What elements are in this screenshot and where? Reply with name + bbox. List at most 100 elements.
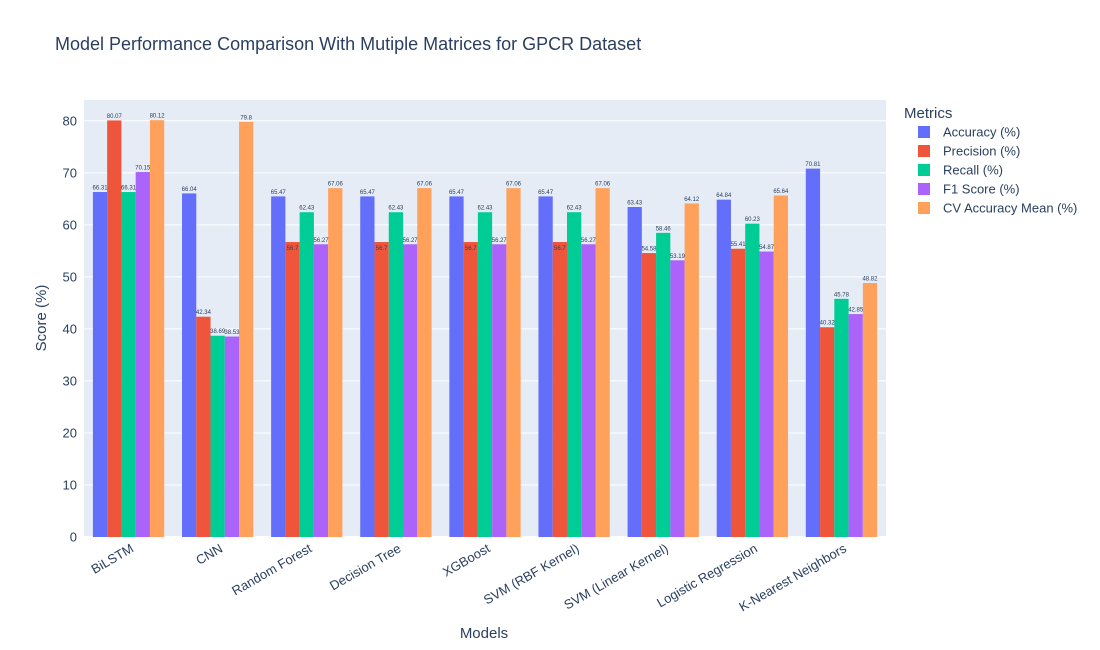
bar bbox=[328, 188, 343, 537]
bar bbox=[552, 242, 567, 537]
legend-item-label[interactable]: Accuracy (%) bbox=[943, 125, 1020, 140]
bar bbox=[224, 336, 240, 537]
legend-swatch[interactable] bbox=[918, 126, 930, 138]
bar bbox=[107, 120, 122, 537]
bar bbox=[417, 188, 432, 537]
bar bbox=[730, 248, 746, 537]
x-tick-label: CNN bbox=[193, 541, 225, 568]
bar-value-label: 62.43 bbox=[567, 206, 583, 212]
y-tick-label: 30 bbox=[63, 373, 77, 388]
y-tick-label: 20 bbox=[63, 425, 77, 440]
legend-item-label[interactable]: CV Accuracy Mean (%) bbox=[943, 201, 1077, 216]
bar bbox=[627, 207, 642, 537]
bar-value-label: 63.43 bbox=[627, 201, 643, 207]
y-tick-label: 60 bbox=[63, 217, 77, 232]
bar bbox=[506, 188, 521, 537]
bar bbox=[773, 195, 788, 537]
bar bbox=[92, 192, 108, 537]
bar bbox=[862, 283, 878, 537]
bar bbox=[716, 199, 731, 537]
bar-value-label: 56.7 bbox=[554, 246, 566, 252]
bar bbox=[834, 298, 849, 537]
bar-value-label: 65.47 bbox=[538, 190, 554, 196]
bar-value-label: 62.43 bbox=[477, 206, 493, 212]
bar-value-label: 65.47 bbox=[271, 190, 287, 196]
bar-labels: 66.31 66.04 65.47 65.47 65.47 65.47 63.43 64.84… bbox=[93, 114, 879, 336]
bar-value-label: 67.06 bbox=[595, 182, 611, 188]
y-tick-label: 10 bbox=[63, 477, 77, 492]
bar-value-label: 48.82 bbox=[862, 277, 878, 283]
bar-value-label: 60.23 bbox=[745, 217, 761, 223]
bar-value-label: 67.06 bbox=[328, 182, 344, 188]
bar bbox=[313, 244, 329, 537]
bar-value-label: 70.81 bbox=[805, 162, 821, 168]
bar-value-label: 70.15 bbox=[135, 166, 151, 172]
bar-value-label: 56.7 bbox=[287, 246, 299, 252]
bar-value-label: 79.8 bbox=[240, 115, 252, 121]
y-tick-label: 40 bbox=[63, 321, 77, 336]
bar bbox=[463, 242, 478, 537]
bar-value-label: 56.27 bbox=[403, 238, 419, 244]
bar bbox=[641, 253, 657, 537]
bar bbox=[449, 196, 464, 537]
bar-value-label: 67.06 bbox=[417, 182, 433, 188]
bar bbox=[182, 193, 197, 538]
legend-swatch[interactable] bbox=[918, 164, 930, 176]
bar-value-label: 80.07 bbox=[107, 114, 123, 120]
bar bbox=[299, 212, 314, 537]
x-axis-ticks: BiLSTM CNN Random Forest Decision Tree XGBoo… bbox=[89, 540, 850, 614]
legend-item-label[interactable]: F1 Score (%) bbox=[943, 182, 1020, 197]
legend-swatch[interactable] bbox=[918, 202, 930, 214]
bar-value-label: 40.32 bbox=[820, 321, 836, 327]
bar-value-label: 64.12 bbox=[684, 197, 700, 203]
bar-value-label: 65.47 bbox=[360, 190, 376, 196]
y-tick-label: 70 bbox=[63, 165, 77, 180]
bar-value-label: 66.31 bbox=[93, 186, 109, 192]
chart-title: Model Performance Comparison With Mutipl… bbox=[55, 34, 641, 54]
bar-value-label: 65.64 bbox=[773, 189, 789, 195]
bar bbox=[684, 203, 699, 537]
bar-value-label: 45.78 bbox=[834, 292, 850, 298]
legend-item-label[interactable]: Precision (%) bbox=[943, 144, 1020, 159]
legend-swatch[interactable] bbox=[918, 183, 930, 195]
bar-value-label: 55.41 bbox=[731, 242, 747, 248]
bar-value-label: 66.31 bbox=[121, 186, 137, 192]
bar bbox=[374, 242, 389, 537]
x-axis-title: Models bbox=[460, 625, 508, 642]
bar-value-label: 42.85 bbox=[848, 308, 864, 314]
bar-value-label: 64.84 bbox=[716, 193, 732, 199]
x-tick-label: Random Forest bbox=[229, 540, 314, 598]
bar bbox=[581, 244, 596, 537]
legend-item-label[interactable]: Recall (%) bbox=[943, 163, 1003, 178]
bar-value-label: 53.19 bbox=[670, 254, 686, 260]
y-tick-label: 80 bbox=[63, 113, 77, 128]
bar bbox=[670, 260, 685, 537]
legend: Metrics Accuracy (%) Precision (%) Recall … bbox=[904, 105, 1077, 216]
bar-value-label: 42.34 bbox=[196, 310, 212, 316]
bar bbox=[805, 168, 821, 538]
bar bbox=[566, 212, 582, 537]
bar bbox=[210, 335, 225, 537]
bar bbox=[360, 196, 375, 537]
bar bbox=[656, 232, 671, 537]
bar bbox=[538, 196, 553, 537]
legend-swatch[interactable] bbox=[918, 145, 930, 157]
bar-value-label: 54.58 bbox=[641, 247, 657, 253]
bar-value-label: 56.27 bbox=[492, 238, 508, 244]
bar-value-label: 56.27 bbox=[581, 238, 597, 244]
bar bbox=[745, 223, 760, 538]
bars bbox=[92, 120, 878, 538]
bar-value-label: 56.7 bbox=[376, 246, 388, 252]
bar bbox=[271, 196, 286, 537]
bar-value-label: 80.12 bbox=[150, 114, 166, 120]
legend-title: Metrics bbox=[904, 105, 952, 122]
bar bbox=[820, 327, 835, 537]
y-axis-ticks: 0 10 20 30 40 50 60 70 80 bbox=[63, 113, 77, 544]
bar-value-label: 65.47 bbox=[449, 190, 465, 196]
x-tick-label: Decision Tree bbox=[327, 541, 403, 594]
x-tick-label: XGBoost bbox=[440, 540, 493, 579]
bar bbox=[477, 212, 493, 537]
bar-value-label: 38.69 bbox=[210, 329, 226, 335]
bar bbox=[403, 244, 418, 537]
